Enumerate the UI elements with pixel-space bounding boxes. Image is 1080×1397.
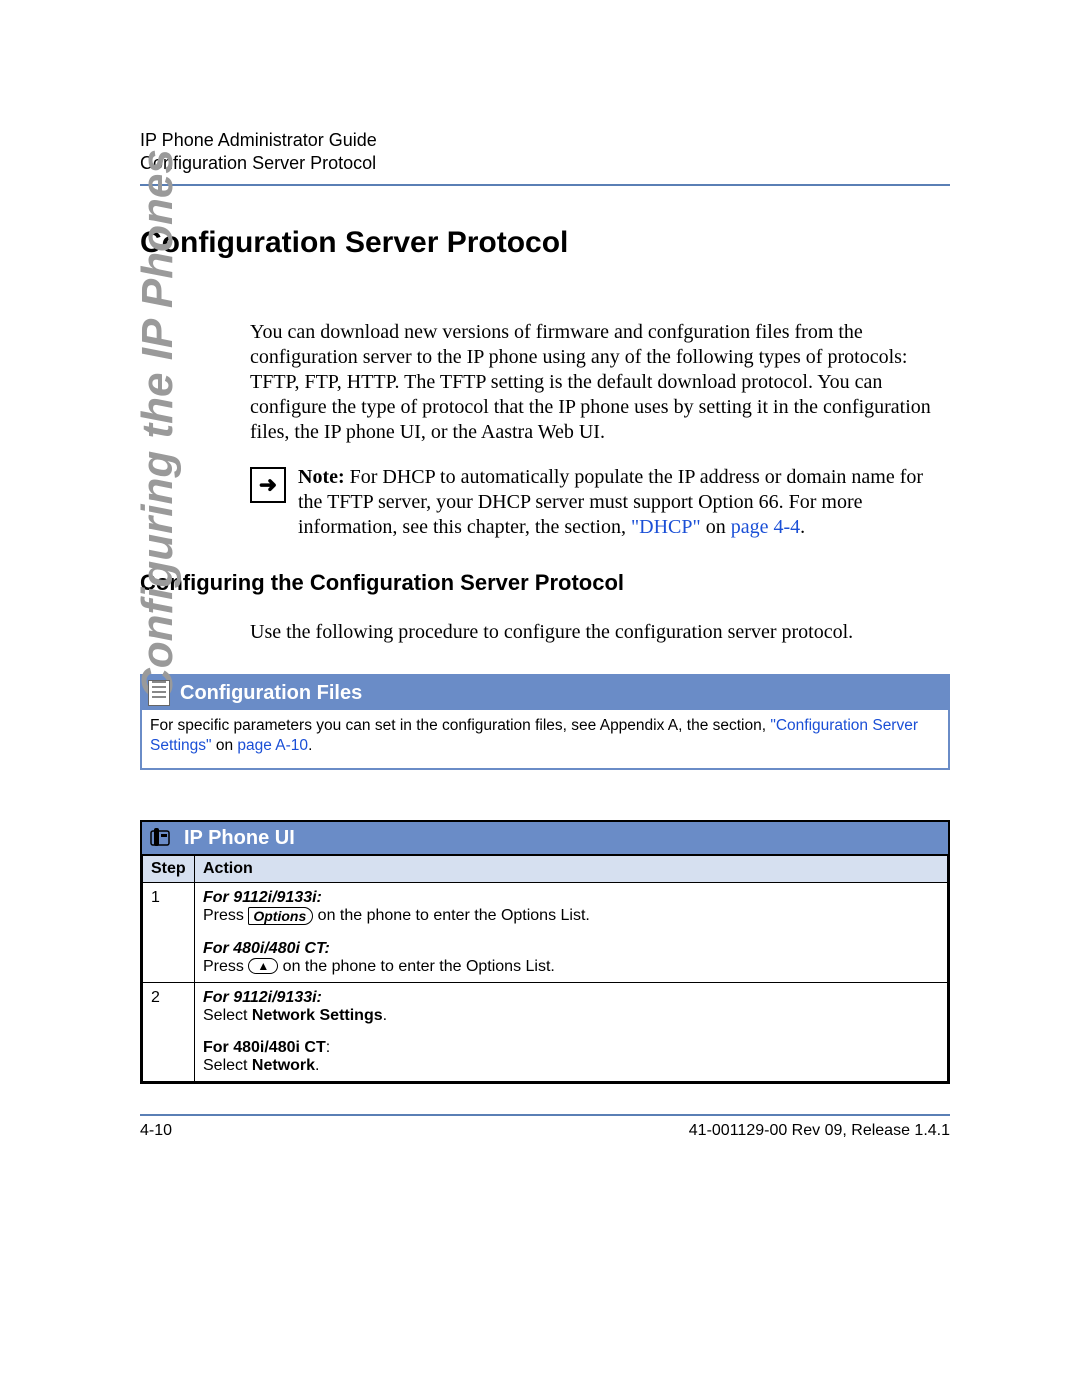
action-text: . <box>383 1007 387 1024</box>
action-text: Press <box>203 958 248 975</box>
ip-phone-ui-title: IP Phone UI <box>184 827 295 850</box>
col-action: Action <box>195 856 948 883</box>
config-files-end: . <box>308 737 312 754</box>
ip-phone-ui-block: IP Phone UI Step Action 1 For 9112i/9133… <box>140 820 950 1083</box>
intro-paragraph: You can download new versions of firmwar… <box>250 320 950 445</box>
table-row: 2 For 9112i/9133i: Select Network Settin… <box>143 982 948 1081</box>
note-mid: on <box>701 516 731 538</box>
config-files-block: Configuration Files For specific paramet… <box>140 674 950 770</box>
action-bold: Network Settings <box>252 1007 383 1024</box>
dhcp-link[interactable]: "DHCP" <box>631 516 701 538</box>
note-end: . <box>800 516 805 538</box>
phone-icon <box>148 826 174 850</box>
action-text: on the phone to enter the Options List. <box>313 908 590 925</box>
page-number: 4-10 <box>140 1122 172 1140</box>
page-title: Configuration Server Protocol <box>140 226 950 260</box>
step-action: For 9112i/9133i: Select Network Settings… <box>195 982 948 1081</box>
arrow-right-icon: ➜ <box>250 467 286 503</box>
header-rule <box>140 184 950 186</box>
action-bold: Network <box>252 1057 315 1074</box>
config-files-mid: on <box>212 737 238 754</box>
options-button-icon: Options <box>248 907 313 925</box>
step-number: 2 <box>143 982 195 1081</box>
header-section-title: Configuration Server Protocol <box>140 153 950 174</box>
page-4-4-link[interactable]: page 4-4 <box>731 516 800 538</box>
steps-table: Step Action 1 For 9112i/9133i: Press Opt… <box>142 856 948 1081</box>
up-button-icon: ▲ <box>248 958 278 974</box>
note-body-1: For DHCP to automatically populate the I… <box>298 466 923 538</box>
action-text: on the phone to enter the Options List. <box>278 958 555 975</box>
config-files-text-pre: For specific parameters you can set in t… <box>150 717 770 734</box>
col-step: Step <box>143 856 195 883</box>
doc-revision: 41-001129-00 Rev 09, Release 1.4.1 <box>689 1122 950 1140</box>
model-label: For 480i/480i CT: <box>203 940 939 958</box>
note-text: Note: For DHCP to automatically populate… <box>298 465 950 540</box>
page-footer: 4-10 41-001129-00 Rev 09, Release 1.4.1 <box>140 1122 950 1140</box>
step-number: 1 <box>143 883 195 982</box>
step-action: For 9112i/9133i: Press Options on the ph… <box>195 883 948 982</box>
action-text: . <box>315 1057 319 1074</box>
model-label: For 480i/480i CT <box>203 1039 326 1056</box>
action-text: Select <box>203 1057 252 1074</box>
side-chapter-label: Configuring the IP Phones <box>133 149 183 700</box>
note-box: ➜ Note: For DHCP to automatically popula… <box>250 465 950 540</box>
model-label: For 9112i/9133i: <box>203 889 939 907</box>
ip-phone-ui-header: IP Phone UI <box>142 822 948 856</box>
document-icon <box>148 680 170 706</box>
config-files-body: For specific parameters you can set in t… <box>142 710 948 768</box>
note-label: Note: <box>298 466 345 488</box>
header-guide-title: IP Phone Administrator Guide <box>140 130 950 151</box>
model-label: For 9112i/9133i: <box>203 989 939 1007</box>
action-text: Press <box>203 908 248 925</box>
footer-rule <box>140 1114 950 1116</box>
model-label-end: : <box>326 1039 330 1056</box>
subsection-intro: Use the following procedure to configure… <box>250 621 950 644</box>
subsection-title: Configuring the Configuration Server Pro… <box>140 570 950 596</box>
config-files-header: Configuration Files <box>142 676 948 710</box>
config-files-title: Configuration Files <box>180 682 362 705</box>
page-a-10-link[interactable]: page A-10 <box>237 737 308 754</box>
action-text: Select <box>203 1007 252 1024</box>
table-row: 1 For 9112i/9133i: Press Options on the … <box>143 883 948 982</box>
